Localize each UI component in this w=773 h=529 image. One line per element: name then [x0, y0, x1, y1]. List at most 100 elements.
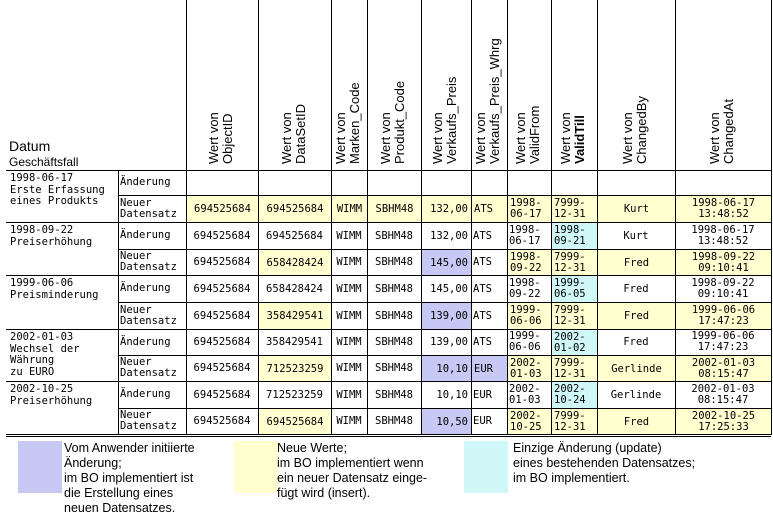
column-header-name: ValidTill — [572, 115, 587, 164]
table-cell: 1998- 06-17 — [507, 222, 551, 249]
table-cell: 712523259 — [266, 388, 323, 401]
cell-line: 2002-01-03 — [691, 356, 756, 369]
column-header-prefix: Wert von — [378, 112, 393, 164]
column-header-8: Wert von ValidTill — [558, 4, 593, 164]
grid-vline — [675, 0, 676, 435]
table-cell: 2002-01-03 08:15:47 — [675, 381, 771, 408]
cell-line: 1999-06-06 — [691, 330, 755, 342]
group-date: 2002-01-03 — [10, 331, 74, 343]
table-cell: 7999- 12-31 — [552, 356, 597, 381]
cell-line: 08:15:47 — [698, 367, 749, 380]
header-geschaeftsfall: Geschäftsfall — [9, 155, 79, 169]
table-cell: Kurt — [623, 229, 649, 242]
cell-line: 17:25:33 — [698, 420, 749, 433]
cell-line: 12-31 — [554, 367, 586, 380]
group-label-2: 1998-09-22 Preiserhöhung — [10, 224, 92, 248]
table-cell — [471, 170, 507, 195]
column-header-1: Wert von ObjectID — [206, 4, 241, 164]
table-cell: 1998-09-22 09:10:41 — [676, 250, 771, 275]
row-type-label: Neuer Datensatz — [118, 249, 186, 275]
table-cell: Fred — [598, 409, 675, 434]
cell-line: 09:10:41 — [697, 287, 749, 300]
cell-line: 1998- — [510, 250, 542, 263]
cell-line: 1999- — [554, 277, 586, 289]
grid-hline — [6, 222, 771, 223]
table-cell: 358429541 — [266, 336, 323, 348]
cell-line: 2002- — [509, 382, 541, 395]
table-cell: ATS — [473, 282, 492, 295]
table-cell: 658428424 — [259, 250, 331, 275]
cell-line: 1998-09-22 — [691, 276, 755, 289]
cell-line: 1998- — [554, 224, 586, 236]
grid-vline — [331, 0, 332, 435]
grid-vline — [771, 0, 772, 435]
column-header-prefix: Wert von — [558, 112, 573, 164]
cell-line: 09-22 — [509, 287, 541, 300]
table-cell: 2002- 01-03 — [508, 356, 551, 381]
cell-line: 10-25 — [510, 420, 542, 433]
table-cell — [331, 170, 367, 195]
table-cell: 694525684 — [193, 415, 251, 427]
cell-line: 2002- — [510, 356, 542, 369]
group-description: eines Produkts — [10, 195, 99, 207]
table-cell: 1999-06-06 17:47:23 — [676, 303, 771, 329]
column-header-name: Verkaufs_Preis — [444, 76, 459, 164]
grid-hline — [118, 302, 771, 303]
row-type-line: Neuer — [120, 196, 152, 209]
table-cell: SBHM48 — [375, 282, 413, 295]
table-cell: 694525684 — [259, 409, 331, 434]
table-cell: ATS — [473, 256, 492, 268]
cell-line: 2002-10-25 — [691, 409, 756, 422]
cell-line: 7999- — [554, 356, 586, 369]
column-header-name: ObjectID — [220, 113, 235, 164]
table-cell: 132,00 — [430, 229, 468, 242]
group-label-1: 1998-06-17 Erste Erfassung eines Produkts — [10, 172, 105, 208]
group-date: 1998-09-22 — [10, 224, 74, 236]
table-cell: WIMM — [336, 388, 362, 401]
table-cell: 694525684 — [193, 229, 251, 242]
cell-line: 2002- — [554, 383, 586, 395]
table-cell: 694525684 — [187, 196, 258, 222]
grid-hline — [6, 434, 771, 435]
column-header-prefix: Wert von — [707, 112, 722, 164]
table-cell: 1998-06-17 13:48:52 — [676, 196, 771, 222]
cell-line: 17:47:23 — [698, 315, 749, 327]
table-cell: 658428424 — [266, 282, 323, 295]
table-cell: 10,10 — [422, 356, 471, 381]
table-cell: 7999- 12-31 — [552, 303, 597, 329]
grid-hline — [6, 329, 771, 330]
grid-hline — [6, 436, 771, 437]
row-type-line: Datensatz — [120, 420, 177, 432]
cell-line: 7999- — [554, 409, 586, 422]
table-cell: 7999- 12-31 — [552, 250, 597, 275]
column-header-name: Produkt_Code — [392, 80, 407, 164]
column-header-name: ChangedBy — [634, 96, 649, 164]
cell-line: 1998-06-17 — [691, 197, 756, 209]
group-description: Preiserhöhung — [10, 394, 93, 407]
table-cell: 2002-10-25 17:25:33 — [676, 409, 771, 434]
cell-line: 01-03 — [509, 393, 541, 406]
table-cell: EUR — [473, 388, 492, 401]
cell-line: 12-31 — [554, 315, 586, 327]
cell-line: 1998- — [509, 223, 541, 236]
cell-line: 09:10:41 — [698, 261, 749, 274]
table-cell: 358429541 — [259, 303, 331, 329]
table-cell: Fred — [598, 250, 675, 275]
table-cell: Gerlinde — [598, 356, 675, 381]
table-cell: 7999- 12-31 — [552, 409, 597, 434]
group-date: 1999-06-06 — [10, 277, 74, 289]
grid-vline — [471, 0, 472, 435]
table-cell: SBHM48 — [375, 362, 413, 374]
table-cell: Fred — [598, 303, 675, 329]
table-cell: 10,10 — [436, 388, 468, 401]
column-header-prefix: Wert von — [430, 112, 445, 164]
grid-vline — [507, 0, 508, 435]
row-type-line: Änderung — [120, 388, 171, 400]
column-header-prefix: Wert von — [620, 112, 635, 164]
table-cell: 1998- 09-22 — [507, 275, 551, 302]
table-cell: WIMM — [336, 336, 362, 348]
row-type-label: Änderung — [118, 170, 186, 195]
table-cell: WIMM — [336, 282, 362, 295]
cell-line: 1998-06-17 — [691, 223, 755, 236]
